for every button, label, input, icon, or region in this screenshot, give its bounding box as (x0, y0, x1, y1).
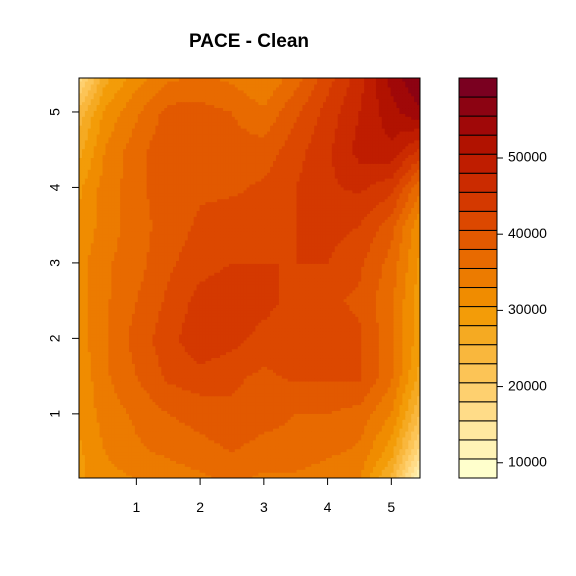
contour-field (79, 78, 421, 479)
chart-title: PACE - Clean (189, 31, 309, 52)
